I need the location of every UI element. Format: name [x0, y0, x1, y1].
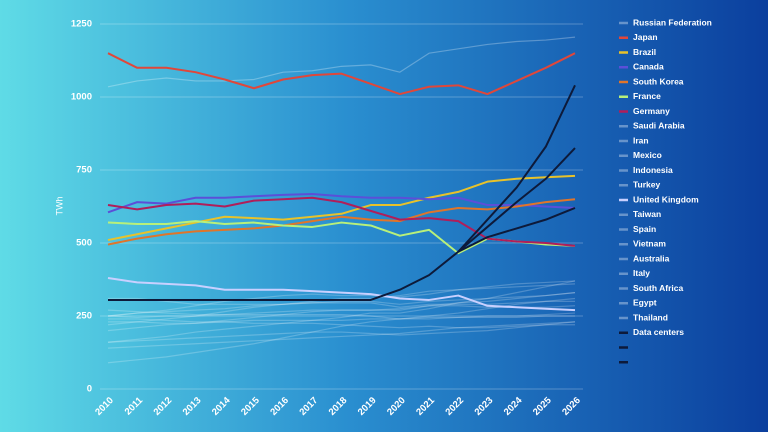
x-tick-label: 2018 [327, 395, 350, 418]
legend-label: Japan [633, 32, 658, 42]
series-line [107, 283, 576, 317]
x-tick-label: 2026 [560, 395, 583, 418]
x-tick-label: 2015 [239, 395, 262, 418]
series-line [457, 207, 576, 253]
series-line [107, 36, 576, 88]
x-tick-label: 2023 [473, 395, 496, 418]
x-tick-label: 2025 [531, 395, 554, 418]
series-line [107, 292, 576, 317]
y-tick-label: 500 [76, 238, 92, 249]
legend-label: Indonesia [633, 165, 673, 175]
series-line [107, 321, 576, 349]
x-tick-label: 2011 [123, 395, 146, 418]
y-axis-title: TWh [54, 197, 64, 216]
legend-label: Italy [633, 268, 650, 278]
x-tick-label: 2017 [297, 395, 320, 418]
legend-label: Iran [633, 135, 649, 145]
x-tick-label: 2014 [210, 395, 233, 418]
legend-label: South Korea [633, 76, 684, 86]
series-line [108, 318, 575, 329]
x-tick-label: 2013 [181, 395, 204, 418]
legend-label: Data centers [633, 327, 684, 337]
x-tick-label: 2024 [502, 395, 525, 418]
legend-label: Turkey [633, 180, 661, 190]
y-tick-label: 750 [76, 165, 92, 176]
legend-label: Saudi Arabia [633, 121, 685, 131]
x-tick-label: 2016 [268, 395, 291, 418]
legend-label: United Kingdom [633, 194, 699, 204]
legend-label: South Africa [633, 283, 683, 293]
legend-label: France [633, 91, 661, 101]
y-tick-label: 0 [87, 384, 92, 395]
x-tick-label: 2010 [93, 395, 116, 418]
series-line [107, 280, 576, 343]
x-tick-label: 2022 [443, 395, 466, 418]
series-line [107, 277, 576, 312]
y-tick-label: 1250 [71, 19, 92, 30]
legend-label: Mexico [633, 150, 662, 160]
legend-label: Brazil [633, 47, 656, 57]
x-tick-label: 2019 [356, 395, 379, 418]
legend-label: Canada [633, 62, 664, 72]
series-line [107, 174, 576, 242]
series-line [457, 147, 576, 253]
legend-label: Germany [633, 106, 670, 116]
legend-label: Australia [633, 253, 670, 263]
legend-label: Egypt [633, 298, 657, 308]
x-tick-label: 2021 [414, 395, 437, 418]
series-line [108, 297, 575, 308]
y-tick-label: 1000 [71, 92, 92, 103]
series-line [107, 280, 576, 326]
series-line [108, 84, 576, 301]
series-line [108, 312, 576, 324]
legend-label: Vietnam [633, 239, 666, 249]
legend-label: Spain [633, 224, 656, 234]
legend-label: Taiwan [633, 209, 661, 219]
series-line [107, 309, 575, 320]
series-line [107, 196, 576, 247]
series-line [107, 52, 576, 96]
x-tick-label: 2012 [152, 395, 175, 418]
y-tick-label: 250 [76, 311, 92, 322]
legend-label: Thailand [633, 312, 668, 322]
series-line [107, 321, 576, 343]
series-line [107, 192, 576, 214]
legend-label: Russian Federation [633, 17, 712, 27]
x-tick-label: 2020 [385, 395, 408, 418]
series-line [107, 292, 576, 332]
